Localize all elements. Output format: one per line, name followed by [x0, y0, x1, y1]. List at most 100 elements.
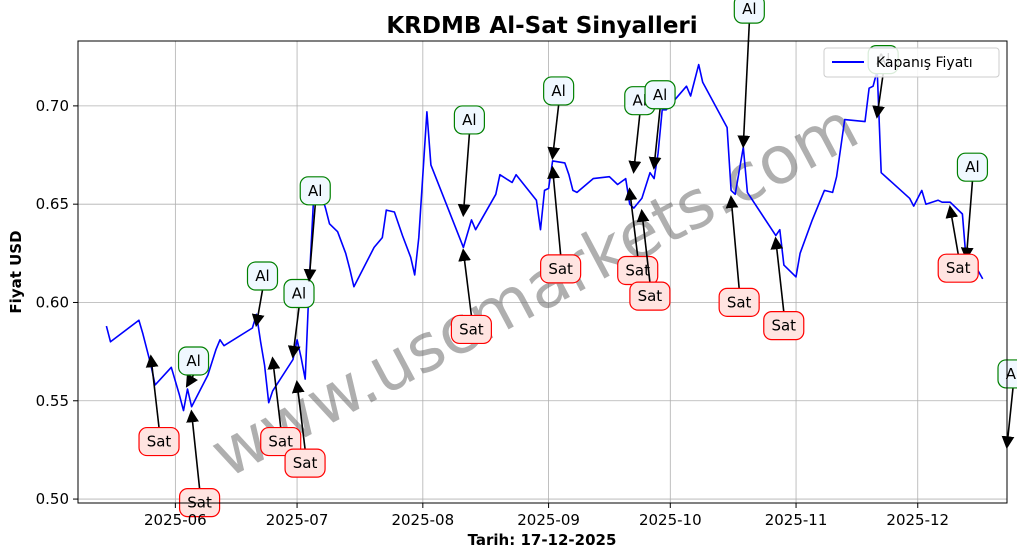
signal-label: Al — [633, 92, 647, 110]
signal-label-box — [937, 253, 979, 283]
buy-signal: Al — [246, 261, 279, 328]
buy-signal: Al — [299, 176, 331, 283]
buy-signal: Al — [453, 105, 485, 218]
buy-signal: Al — [543, 76, 575, 161]
signal-label: Sat — [268, 433, 293, 451]
buy-signal: Al — [733, 0, 765, 149]
signal-label: Al — [1006, 365, 1017, 383]
signal-label-box — [718, 287, 760, 317]
signal-label-box — [453, 105, 485, 135]
signal-arrow — [737, 23, 751, 149]
signal-label-box — [260, 426, 302, 457]
sell-signal: Sat — [937, 205, 979, 283]
signal-arrow — [624, 187, 639, 257]
signal-label: Al — [965, 158, 979, 176]
y-tick-label: 0.55 — [36, 392, 69, 410]
signal-label: Sat — [548, 260, 573, 278]
sell-signal: Sat — [450, 248, 492, 345]
signal-arrow — [636, 208, 651, 283]
signal-label-box — [246, 261, 279, 291]
signal-label: Al — [742, 0, 756, 18]
legend-box — [823, 47, 1000, 78]
sell-signal: Sat — [629, 208, 671, 311]
signal-label-box — [540, 254, 582, 284]
legend: Kapanış Fiyatı — [823, 47, 1000, 78]
series-layer — [105, 63, 984, 412]
signal-label-box — [763, 311, 805, 341]
signal-label-box — [138, 426, 180, 457]
signal-label: Sat — [638, 287, 663, 305]
x-tick-label: 2025-11 — [765, 511, 828, 529]
signal-label: Al — [292, 284, 306, 302]
sell-signal: Sat — [718, 195, 760, 317]
x-tick-label: 2025-12 — [886, 511, 949, 529]
signal-label: Sat — [771, 317, 796, 335]
buy-signal: Al — [177, 346, 210, 388]
signal-label: Sat — [147, 433, 172, 451]
signal-label-box — [543, 76, 575, 106]
x-axis-ticks: 2025-06 2025-07 2025-08 2025-09 2025-10 2025-… — [144, 503, 949, 529]
signal-label: Al — [653, 86, 667, 104]
y-tick-label: 0.60 — [36, 293, 69, 311]
signal-label: Al — [255, 267, 269, 285]
signal-arrow — [547, 165, 562, 255]
signal-arrow — [291, 379, 306, 450]
chart-title: KRDMB Al-Sat Sinyalleri — [386, 13, 697, 39]
signal-label-box — [644, 80, 676, 110]
buy-signal: Al — [997, 359, 1017, 450]
signal-arrow — [945, 205, 959, 255]
signal-arrow — [547, 104, 561, 161]
signal-label: Al — [186, 352, 200, 370]
signal-arrow — [770, 236, 785, 312]
legend-entry: Kapanış Fiyatı — [876, 55, 973, 71]
signal-label-box — [177, 346, 210, 376]
x-tick-label: 2025-10 — [639, 511, 702, 529]
signal-arrow — [145, 354, 160, 428]
sell-signal: Sat — [540, 165, 582, 284]
signal-arrow — [458, 248, 473, 316]
signal-arrow — [457, 133, 471, 218]
signal-label-box — [629, 281, 671, 311]
signal-label-box — [283, 278, 315, 309]
signal-label-box — [450, 314, 492, 345]
buy-signal: Al — [283, 278, 315, 359]
x-axis-label: Tarih: 17-12-2025 — [468, 531, 617, 549]
signal-arrow — [725, 195, 740, 289]
sell-signal: Sat — [763, 236, 805, 341]
y-tick-label: 0.70 — [36, 97, 69, 115]
signal-arrow — [1001, 387, 1015, 450]
y-tick-label: 0.65 — [36, 195, 69, 213]
signal-arrow — [186, 409, 201, 489]
signal-label-box — [733, 0, 765, 24]
signal-arrow — [628, 114, 642, 174]
y-axis-label: Fiyat USD — [7, 230, 25, 313]
signal-arrow — [185, 373, 198, 388]
price-line — [105, 63, 984, 412]
plot-frame — [77, 40, 1008, 504]
signal-arrow — [648, 108, 662, 170]
signal-label-box — [956, 152, 989, 182]
signal-arrow — [251, 289, 265, 328]
signal-label: Al — [462, 111, 476, 129]
signal-label: Al — [551, 82, 565, 100]
signal-arrow — [287, 307, 301, 359]
y-tick-label: 0.50 — [36, 490, 69, 508]
sell-signal: Sat — [284, 379, 326, 478]
signal-label: Sat — [293, 454, 318, 472]
x-tick-label: 2025-06 — [144, 511, 207, 529]
x-tick-label: 2025-09 — [517, 511, 580, 529]
signal-label: Sat — [459, 320, 484, 338]
signal-label-box — [299, 176, 331, 206]
signal-label-box — [284, 448, 326, 478]
signal-arrow — [960, 181, 974, 261]
signal-label-box — [997, 359, 1017, 389]
signal-label: Al — [308, 182, 322, 200]
sell-signal: Sat — [260, 356, 302, 457]
signal-label: Sat — [946, 259, 971, 277]
signal-label: Sat — [625, 261, 650, 279]
signal-arrow — [267, 356, 282, 428]
signal-arrow — [303, 204, 317, 283]
x-tick-label: 2025-08 — [391, 511, 454, 529]
buy-signal: Al — [956, 152, 989, 261]
